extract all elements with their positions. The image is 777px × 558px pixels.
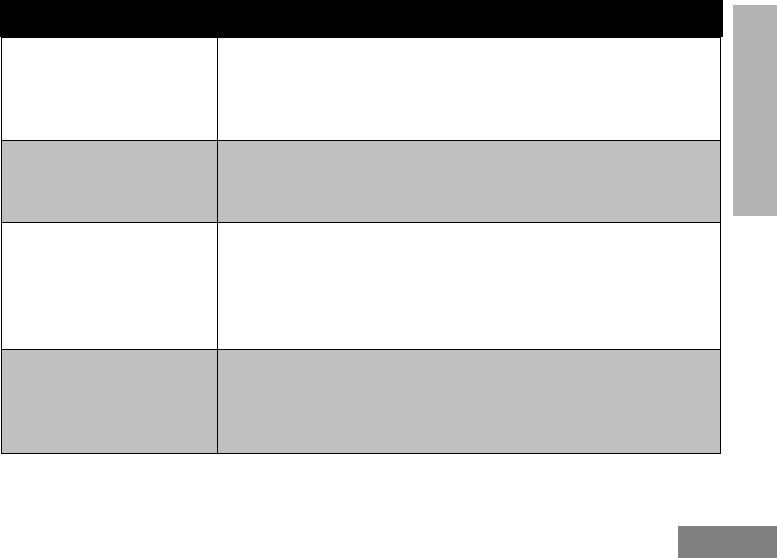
table-header-bar (0, 0, 723, 37)
table-cell (1, 37, 218, 141)
table-cell (217, 140, 721, 223)
table-cell (1, 140, 218, 223)
table-cell (217, 349, 721, 454)
section-side-tab (733, 5, 777, 216)
table-cell (217, 37, 721, 141)
table-cell (217, 222, 721, 350)
page-number-box (678, 526, 777, 558)
table-row (1, 222, 721, 350)
table-row (1, 140, 721, 223)
table-row (1, 349, 721, 454)
content-table (1, 37, 721, 454)
table-row (1, 37, 721, 141)
table-cell (1, 222, 218, 350)
table-cell (1, 349, 218, 454)
